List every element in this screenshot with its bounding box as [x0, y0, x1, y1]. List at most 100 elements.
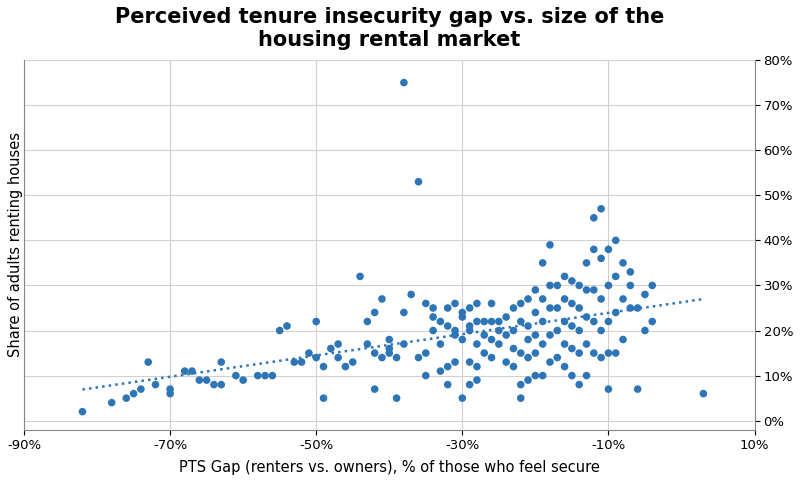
Point: [412, 178, 425, 186]
Point: [390, 354, 403, 362]
Point: [602, 245, 615, 253]
Point: [434, 318, 447, 325]
Point: [580, 340, 593, 348]
Point: [573, 281, 586, 289]
Point: [332, 340, 345, 348]
Point: [434, 340, 447, 348]
Point: [587, 214, 600, 222]
Point: [274, 327, 286, 335]
Point: [536, 295, 549, 303]
Point: [507, 345, 520, 352]
Point: [463, 304, 476, 312]
Point: [106, 399, 118, 406]
Point: [624, 304, 637, 312]
Point: [149, 381, 162, 388]
Point: [339, 363, 352, 371]
Point: [142, 358, 154, 366]
Point: [493, 327, 506, 335]
Point: [514, 318, 527, 325]
Point: [493, 340, 506, 348]
Point: [610, 272, 622, 280]
Point: [529, 349, 542, 357]
Point: [529, 331, 542, 339]
Point: [594, 205, 607, 213]
Point: [368, 385, 381, 393]
Point: [573, 304, 586, 312]
Point: [258, 372, 271, 379]
Point: [193, 376, 206, 384]
Point: [602, 281, 615, 289]
Point: [368, 308, 381, 316]
Point: [310, 354, 322, 362]
Point: [566, 322, 578, 330]
Point: [383, 345, 396, 352]
Point: [426, 327, 439, 335]
Point: [463, 358, 476, 366]
Point: [419, 300, 432, 308]
Point: [580, 259, 593, 267]
Point: [543, 241, 556, 249]
Point: [463, 381, 476, 388]
Point: [375, 354, 388, 362]
Point: [536, 340, 549, 348]
Point: [405, 291, 418, 298]
Point: [594, 254, 607, 262]
Point: [617, 259, 630, 267]
Point: [558, 272, 571, 280]
Point: [536, 372, 549, 379]
Point: [536, 259, 549, 267]
Point: [485, 354, 498, 362]
Point: [617, 335, 630, 343]
Point: [478, 331, 490, 339]
Point: [610, 308, 622, 316]
Point: [442, 381, 454, 388]
Point: [580, 286, 593, 294]
Point: [426, 304, 439, 312]
Point: [514, 300, 527, 308]
Point: [127, 390, 140, 398]
Point: [543, 358, 556, 366]
Point: [368, 349, 381, 357]
Point: [215, 358, 228, 366]
Point: [470, 363, 483, 371]
Point: [398, 79, 410, 86]
Point: [624, 281, 637, 289]
Point: [522, 322, 534, 330]
Point: [529, 308, 542, 316]
Point: [449, 358, 462, 366]
Point: [456, 335, 469, 343]
Point: [566, 372, 578, 379]
Point: [317, 363, 330, 371]
Point: [398, 308, 410, 316]
Point: [470, 340, 483, 348]
Point: [485, 318, 498, 325]
Point: [543, 281, 556, 289]
Point: [551, 354, 564, 362]
Point: [587, 286, 600, 294]
Point: [346, 358, 359, 366]
Point: [463, 322, 476, 330]
Point: [398, 340, 410, 348]
Point: [514, 349, 527, 357]
Point: [631, 304, 644, 312]
Point: [638, 291, 651, 298]
Point: [580, 372, 593, 379]
Point: [207, 381, 220, 388]
Point: [529, 286, 542, 294]
Point: [449, 327, 462, 335]
Point: [325, 345, 338, 352]
Point: [573, 381, 586, 388]
Point: [522, 335, 534, 343]
Point: [449, 300, 462, 308]
Point: [566, 277, 578, 285]
Point: [602, 385, 615, 393]
Point: [266, 372, 278, 379]
Point: [76, 408, 89, 415]
Point: [281, 322, 294, 330]
Point: [587, 318, 600, 325]
Point: [646, 318, 658, 325]
Point: [558, 295, 571, 303]
Point: [419, 349, 432, 357]
Point: [426, 313, 439, 321]
Point: [631, 385, 644, 393]
